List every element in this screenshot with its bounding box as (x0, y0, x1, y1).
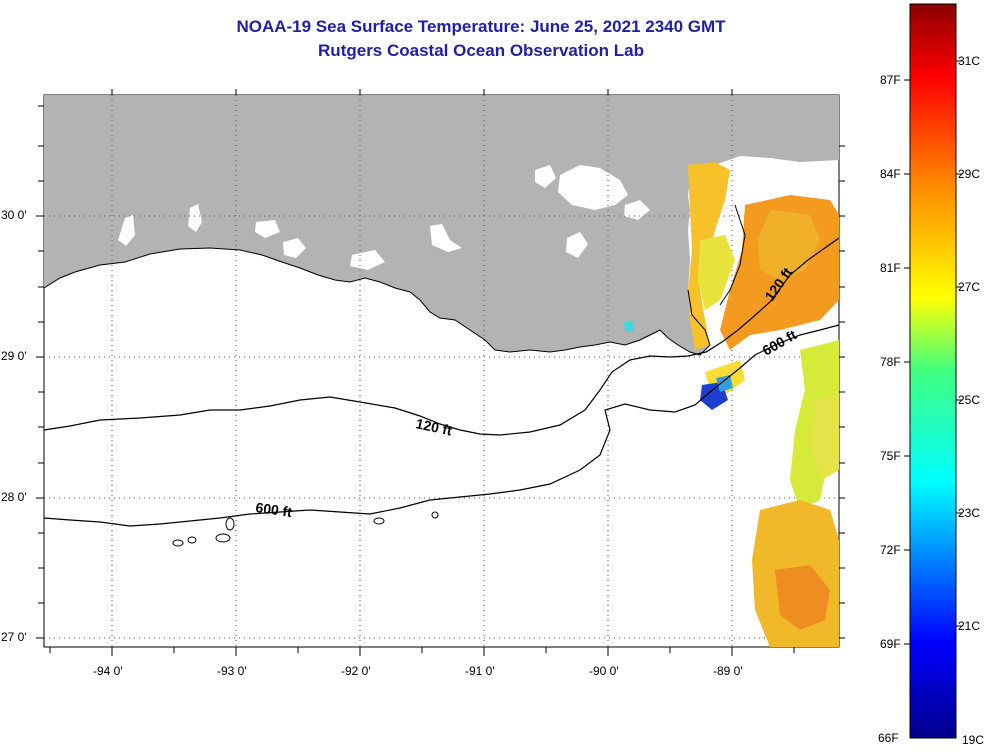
axis-ticks (36, 89, 845, 656)
contour-islands (172, 204, 746, 547)
colorbar-f-label: 81F (880, 261, 901, 275)
colorbar-c-label: 23C (958, 506, 981, 520)
contour-label-120ft: 120 ft (414, 415, 453, 438)
colorbar-c-label: 31C (958, 54, 981, 68)
colorbar-f-label: 84F (880, 167, 901, 181)
colorbar-c-label: 19C (962, 733, 985, 747)
colorbar-ticks (904, 60, 962, 645)
colorbar-f-label: 72F (880, 543, 901, 557)
lat-label: 28 0' (1, 490, 27, 504)
isobath-600ft (44, 324, 839, 527)
colorbar-c-label: 21C (958, 619, 981, 633)
colorbar-f-label: 69F (880, 637, 901, 651)
lake (118, 215, 135, 246)
lat-label: 30 0' (1, 208, 27, 222)
colorbar-f-label: 78F (880, 355, 901, 369)
lon-label: -94 0' (93, 664, 123, 678)
lake (566, 232, 588, 258)
lake (558, 165, 628, 210)
coastline (44, 247, 711, 356)
lake (283, 238, 306, 258)
isobath-120ft (44, 237, 839, 436)
colorbar (909, 3, 957, 739)
lake (624, 200, 650, 220)
map-title: NOAA-19 Sea Surface Temperature: June 25… (236, 17, 726, 36)
lon-label: -92 0' (341, 664, 371, 678)
lake (350, 250, 385, 270)
lat-label: 27 0' (1, 630, 27, 644)
lon-label: -89 0' (713, 664, 743, 678)
colorbar-f-label: 87F (880, 73, 901, 87)
colorbar-c-label: 27C (958, 280, 981, 294)
lat-label: 29 0' (1, 349, 27, 363)
lake (430, 224, 462, 252)
colorbar-c-label: 29C (958, 167, 981, 181)
lon-label: -91 0' (465, 664, 495, 678)
lake (188, 204, 202, 232)
sst-data (624, 162, 839, 647)
colorbar-f-label: 66F (878, 731, 899, 745)
lon-label: -90 0' (589, 664, 619, 678)
lake (535, 165, 556, 188)
colorbar-f-label: 75F (880, 449, 901, 463)
map-subtitle: Rutgers Coastal Ocean Observation Lab (318, 41, 644, 60)
lake (255, 220, 280, 238)
colorbar-c-label: 25C (958, 393, 981, 407)
contour-label-600ft: 600 ft (255, 499, 294, 520)
lon-label: -93 0' (217, 664, 247, 678)
